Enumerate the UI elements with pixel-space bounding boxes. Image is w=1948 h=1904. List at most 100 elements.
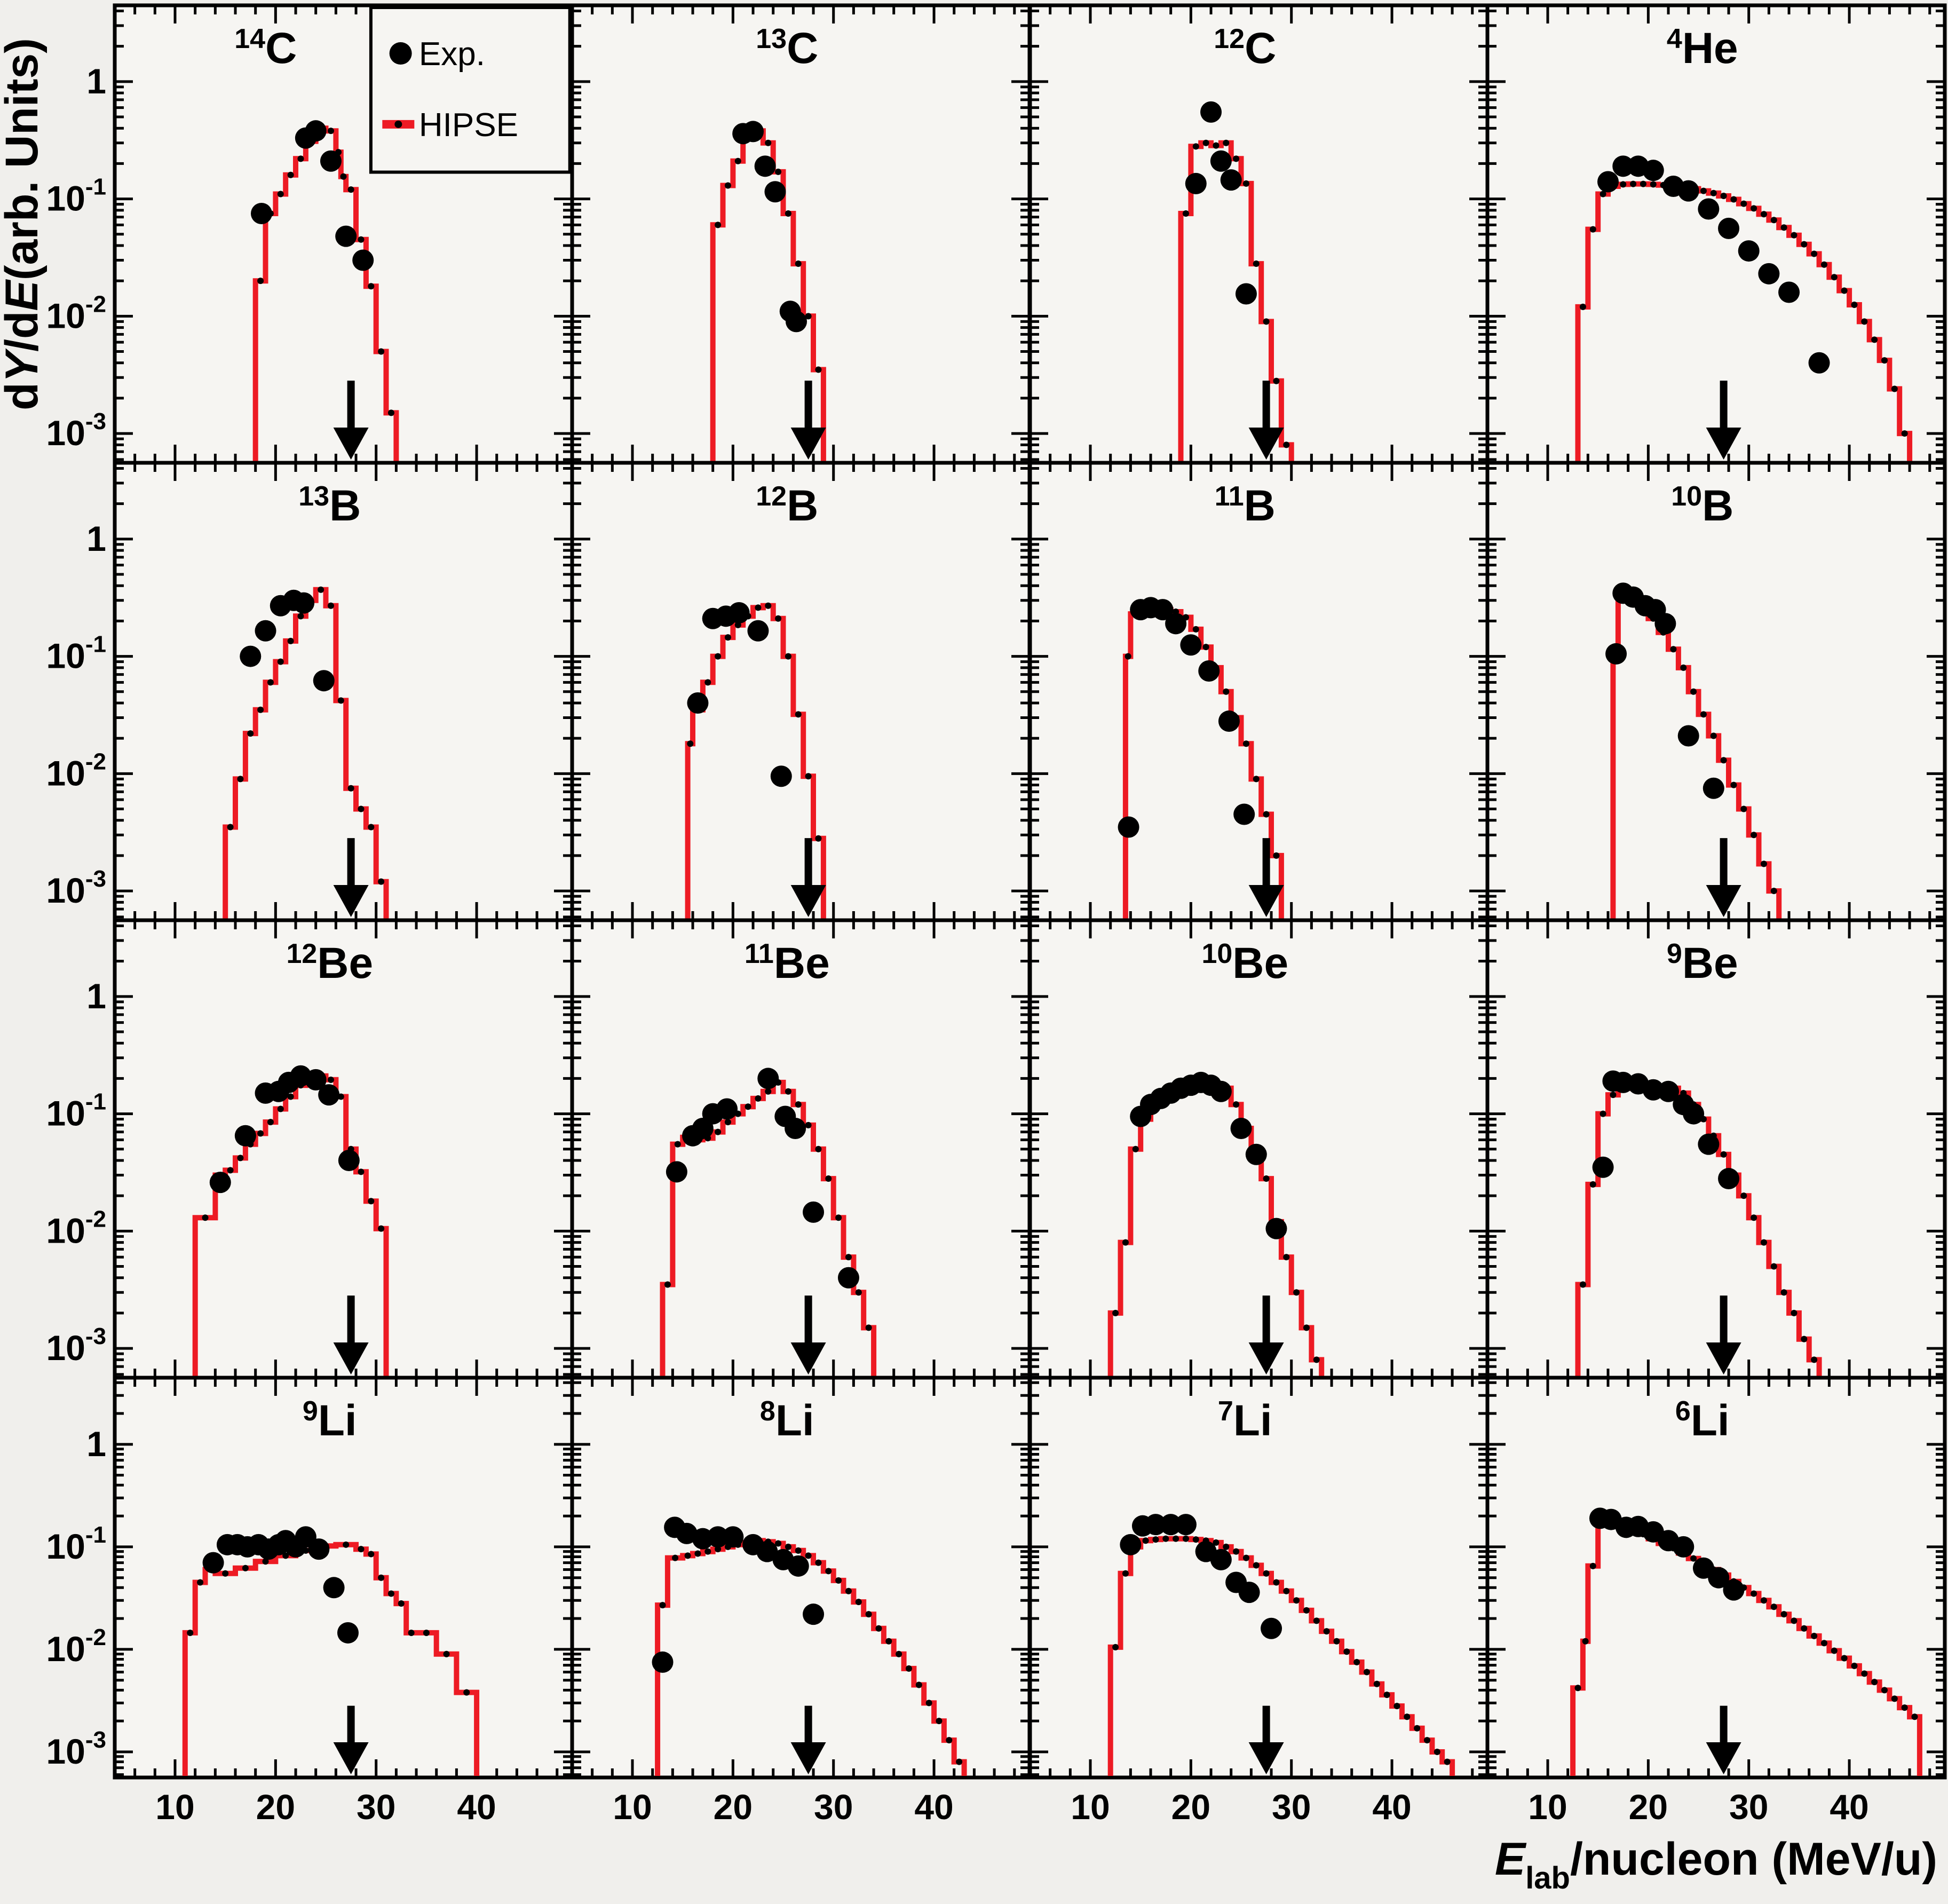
- panel-title: 6Li: [1675, 1396, 1730, 1445]
- hipse-bin-marker: [1373, 1680, 1380, 1687]
- panel-13B: 13B 1 10-1 10-2 10-3: [46, 461, 574, 922]
- panel-12B: 12B: [570, 461, 1032, 922]
- exp-point: [1758, 263, 1780, 285]
- hipse-histogram: [685, 603, 826, 919]
- hipse-bin-marker: [1293, 1289, 1300, 1296]
- hipse-bin-marker: [277, 191, 284, 197]
- exp-point: [1160, 1514, 1182, 1536]
- hipse-bin-marker: [1333, 1638, 1340, 1645]
- hipse-bin-marker: [1393, 1703, 1400, 1710]
- hipse-bin-marker: [242, 1565, 249, 1571]
- hipse-bin-marker: [337, 697, 344, 704]
- hipse-bin-marker: [1740, 1192, 1747, 1199]
- hipse-bin-marker: [785, 653, 791, 660]
- hipse-bin-marker: [1630, 180, 1637, 187]
- hipse-bin-marker: [1791, 1309, 1797, 1316]
- hipse-bin-marker: [795, 1101, 802, 1108]
- x-tick-label: 10: [613, 1787, 652, 1827]
- exp-point: [1200, 101, 1222, 123]
- exp-point: [652, 1651, 674, 1673]
- panel-9Li: 9Li 1 10-1 10-2 10-3 10 20 30 40: [46, 1376, 574, 1827]
- legend-box: [369, 6, 572, 174]
- panel-frame: [1485, 461, 1947, 922]
- hipse-bin-marker: [327, 128, 334, 135]
- panel-title: 9Li: [303, 1396, 357, 1445]
- hipse-bin-marker: [1801, 1625, 1808, 1632]
- panel-title: 7Li: [1218, 1396, 1272, 1445]
- hipse-bin-marker: [715, 653, 722, 660]
- hipse-bin-marker: [755, 604, 762, 611]
- axis-ticks: [1030, 1378, 1487, 1777]
- exp-point: [1210, 1080, 1232, 1102]
- hipse-bin-marker: [378, 1225, 385, 1232]
- hipse-bin-marker: [684, 1552, 691, 1559]
- hipse-histogram: [1575, 181, 1913, 461]
- energy-arrow-head-icon: [790, 1742, 826, 1774]
- panel-title: 4He: [1667, 23, 1738, 73]
- hipse-bin-marker: [1579, 303, 1586, 310]
- hipse-bin-marker: [1223, 139, 1230, 146]
- exp-point: [1245, 1143, 1267, 1165]
- exp-point: [728, 602, 750, 624]
- exp-point: [803, 1603, 825, 1625]
- exp-point: [757, 1068, 779, 1089]
- hipse-bin-marker: [855, 1599, 862, 1606]
- exp-point: [666, 1161, 687, 1183]
- y-tick-label: 10-3: [46, 1323, 106, 1368]
- hipse-bin-marker: [347, 186, 354, 193]
- hipse-bin-marker: [1791, 232, 1797, 239]
- hipse-bin-marker: [835, 1214, 842, 1221]
- hipse-bin-marker: [1273, 1579, 1280, 1586]
- hipse-bin-marker: [1112, 1309, 1119, 1316]
- hipse-bin-marker: [1263, 1175, 1270, 1182]
- axis-ticks: [572, 5, 1030, 463]
- hipse-bin-marker: [257, 1130, 264, 1137]
- panel-12C: 12C: [1028, 3, 1490, 465]
- panel-title: 11B: [1215, 481, 1276, 530]
- hipse-bin-marker: [1820, 261, 1827, 268]
- panel-title: 13B: [298, 481, 361, 530]
- hipse-bin-marker: [805, 773, 812, 780]
- y-tick-label: 10-2: [46, 291, 106, 335]
- energy-arrow-head-icon: [333, 428, 369, 460]
- exp-point: [676, 1522, 698, 1544]
- exp-point: [1233, 803, 1255, 825]
- hipse-bin-marker: [408, 1629, 415, 1636]
- exp-point: [1698, 1133, 1720, 1155]
- panel-8Li: 8Li 10 20 30 40: [570, 1376, 1032, 1827]
- exp-point: [1118, 816, 1139, 838]
- hipse-bin-marker: [775, 615, 782, 622]
- exp-point: [1597, 171, 1619, 193]
- exp-point: [756, 1540, 778, 1562]
- y-tick-label: 10-3: [46, 866, 106, 910]
- panel-7Li: 7Li 10 20 30 40: [1028, 1376, 1490, 1827]
- hipse-bin-marker: [1242, 1554, 1249, 1561]
- exp-point: [687, 692, 709, 714]
- hipse-bin-marker: [845, 1254, 852, 1261]
- exp-point: [1605, 643, 1627, 665]
- x-tick-label: 40: [914, 1787, 953, 1827]
- axis-ticks: [1487, 463, 1945, 920]
- energy-arrow-head-icon: [1248, 428, 1284, 460]
- hipse-bin-marker: [805, 1552, 812, 1559]
- hipse-bin-marker: [1363, 1669, 1370, 1676]
- hipse-bin-marker: [1353, 1658, 1360, 1665]
- hipse-bin-marker: [1650, 181, 1657, 188]
- hipse-bin-marker: [1253, 776, 1260, 783]
- hipse-bin-marker: [237, 776, 244, 783]
- exp-point: [787, 1555, 809, 1577]
- hipse-bin-marker: [704, 679, 711, 686]
- hipse-bin-marker: [855, 1289, 862, 1296]
- x-tick-label: 10: [1071, 1787, 1110, 1827]
- exp-point: [1592, 1156, 1614, 1178]
- exp-point: [313, 670, 335, 692]
- x-tick-label: 20: [714, 1787, 753, 1827]
- hipse-bin-marker: [287, 637, 294, 644]
- hipse-bin-marker: [805, 1121, 812, 1128]
- hipse-bin-marker: [358, 1546, 365, 1553]
- hipse-bin-marker: [257, 278, 264, 285]
- exp-point: [1120, 1534, 1142, 1555]
- hipse-bin-marker: [765, 1088, 772, 1095]
- hipse-bin-marker: [187, 1629, 194, 1636]
- hipse-bin-marker: [925, 1700, 932, 1707]
